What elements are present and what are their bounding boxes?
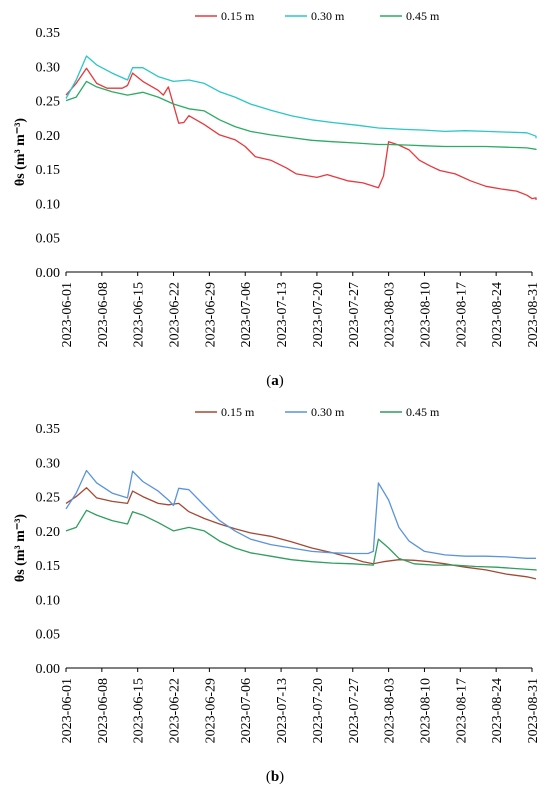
y-tick-label: 0.10: [36, 197, 61, 212]
chart-panel-b: 0.00 0.05 0.10 0.15 0.20 0.25 0.30 0.35 θs (m³ m…: [0, 396, 550, 792]
x-tick-label: 2023-08-17: [454, 282, 469, 347]
x-tick-label: 2023-06-29: [203, 678, 218, 743]
x-tick-label: 2023-07-20: [311, 282, 326, 347]
x-tick-label: 2023-08-03: [383, 678, 398, 743]
x-tick-label: 2023-07-20: [311, 678, 326, 743]
x-tick-label: 2023-08-10: [418, 282, 433, 347]
y-tick-label: 0.25: [36, 95, 61, 110]
legend-label: 0.45 m: [406, 405, 440, 419]
series-line-030m: [65, 55, 537, 139]
panel-label: (a): [266, 373, 284, 389]
panel-label: (b): [266, 769, 284, 785]
x-tick-label: 2023-06-01: [60, 678, 75, 743]
x-tick-label: 2023-07-06: [239, 282, 254, 347]
y-tick-label: 0.30: [36, 456, 61, 471]
y-tick-label: 0.05: [36, 232, 61, 247]
x-tick-label: 2023-08-03: [383, 282, 398, 347]
x-tick-label: 2023-06-08: [96, 282, 111, 347]
legend-label: 0.45 m: [406, 9, 440, 23]
series-line-045m: [65, 80, 537, 150]
y-tick-label: 0.35: [36, 26, 61, 41]
y-tick-label: 0.10: [36, 593, 61, 608]
chart-b-svg: 0.00 0.05 0.10 0.15 0.20 0.25 0.30 0.35 θs (m³ m…: [13, 405, 541, 785]
legend-label: 0.15 m: [221, 405, 255, 419]
y-tick-label: 0.25: [36, 491, 61, 506]
x-tick-label: 2023-07-27: [347, 282, 362, 347]
x-tick-label: 2023-08-31: [526, 678, 541, 743]
x-tick-label: 2023-06-22: [168, 282, 183, 347]
legend-label: 0.30 m: [311, 9, 345, 23]
y-tick-label: 0.20: [36, 129, 61, 144]
x-tick-label: 2023-07-13: [275, 282, 290, 347]
y-tick-label: 0.00: [36, 662, 61, 677]
x-tick-label: 2023-08-31: [526, 282, 541, 347]
x-tick-label: 2023-08-10: [418, 678, 433, 743]
x-tick-label: 2023-07-06: [239, 678, 254, 743]
series-line-015m: [65, 487, 537, 580]
series-line-045m: [65, 509, 537, 571]
x-tick-label: 2023-06-15: [132, 282, 147, 347]
x-tick-label: 2023-08-24: [490, 282, 505, 347]
y-tick-label: 0.15: [36, 163, 61, 178]
y-axis-label: θs (m³ m⁻³): [13, 118, 28, 187]
x-tick-label: 2023-08-17: [454, 678, 469, 743]
series-line-015m: [65, 67, 537, 200]
y-tick-label: 0.15: [36, 559, 61, 574]
x-tick-label: 2023-07-13: [275, 678, 290, 743]
chart-a-svg: 0.00 0.05 0.10 0.15 0.20 0.25 0.30 0.35 θs (m³ m…: [13, 9, 541, 389]
x-tick-label: 2023-06-15: [132, 678, 147, 743]
y-tick-label: 0.20: [36, 525, 61, 540]
x-tick-label: 2023-07-27: [347, 678, 362, 743]
legend-label: 0.15 m: [221, 9, 255, 23]
x-tick-label: 2023-06-01: [60, 282, 75, 347]
series-line-030m: [65, 469, 536, 559]
x-tick-label: 2023-06-22: [168, 678, 183, 743]
x-tick-label: 2023-06-08: [96, 678, 111, 743]
y-tick-label: 0.05: [36, 628, 61, 643]
x-tick-label: 2023-08-24: [490, 678, 505, 743]
legend-label: 0.30 m: [311, 405, 345, 419]
y-tick-label: 0.00: [36, 266, 61, 281]
y-tick-label: 0.30: [36, 60, 61, 75]
x-tick-label: 2023-06-29: [203, 282, 218, 347]
y-axis-label: θs (m³ m⁻³): [13, 514, 28, 583]
y-tick-label: 0.35: [36, 422, 61, 437]
chart-panel-a: 0.00 0.05 0.10 0.15 0.20 0.25 0.30 0.35 θs (m³ m…: [13, 9, 541, 389]
